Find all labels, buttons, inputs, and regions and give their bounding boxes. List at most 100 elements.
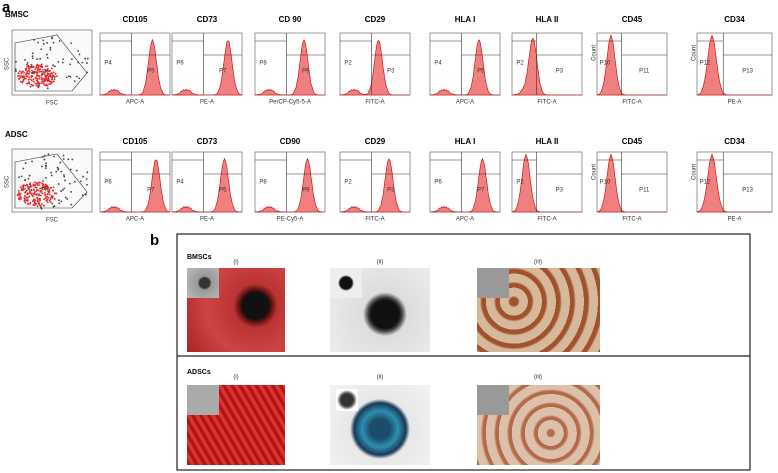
scatter-dot xyxy=(48,193,51,196)
histogram-title: CD29 xyxy=(365,15,386,24)
scatter-dot xyxy=(33,71,35,74)
scatter-dot xyxy=(50,186,52,189)
histogram-y-label: Count xyxy=(592,164,598,180)
scatter-dot xyxy=(28,67,30,70)
histogram-fill xyxy=(511,153,582,213)
row-label: BMSCs xyxy=(187,254,212,261)
scatter-dot xyxy=(28,183,31,186)
histogram-title: CD45 xyxy=(622,15,643,24)
scatter-dot xyxy=(17,72,20,74)
gate-label: P5 xyxy=(219,188,227,194)
histogram-x-label: FITC-A xyxy=(622,217,641,223)
scatter-dot xyxy=(30,79,33,82)
scatter-dot xyxy=(36,71,39,74)
histogram-x-label: PE-A xyxy=(200,100,214,106)
scatter-dot xyxy=(73,80,76,83)
histogram-fill xyxy=(99,38,171,96)
scatter-dot xyxy=(52,195,54,198)
image-label: (iii) xyxy=(534,260,542,266)
scatter-dot xyxy=(19,195,22,198)
scatter-dot xyxy=(27,202,29,205)
image-bmsc-iii xyxy=(477,268,600,352)
scatter-dot xyxy=(38,184,41,186)
scatter-dot xyxy=(36,73,38,76)
gate-label: P10 xyxy=(600,180,611,186)
gate-label: P6 xyxy=(104,180,112,186)
scatter-dot xyxy=(34,186,37,189)
scatter-dot xyxy=(46,195,48,198)
gate-label: P2 xyxy=(516,180,524,186)
scatter-dot xyxy=(46,53,48,56)
scatter-dot xyxy=(33,184,36,187)
scatter-dot xyxy=(51,81,53,84)
gate-label: P12 xyxy=(700,61,711,67)
scatter-dot xyxy=(24,59,26,61)
scatter-dot xyxy=(64,196,67,199)
image-label: (i) xyxy=(233,260,238,266)
row-label: ADSCs xyxy=(187,369,211,376)
row-label: BMSC xyxy=(5,10,29,19)
scatter-dot xyxy=(49,82,52,85)
scatter-dot xyxy=(44,188,47,191)
scatter-dot xyxy=(58,40,61,42)
scatter-dot xyxy=(27,82,30,84)
histogram-title: CD105 xyxy=(123,137,148,146)
scatter-dot xyxy=(42,43,45,45)
scatter-dot xyxy=(40,77,43,80)
scatter-dot xyxy=(39,57,42,60)
histogram-title: HLA II xyxy=(536,15,559,24)
scatter-dot xyxy=(36,200,39,203)
scatter-dot xyxy=(45,176,47,179)
gate-label: P2 xyxy=(344,180,352,186)
scatter-dot xyxy=(46,57,49,59)
scatter-dot xyxy=(20,197,22,200)
scatter-dot xyxy=(59,161,62,164)
histogram-title: CD34 xyxy=(724,137,745,146)
scatter-dot xyxy=(36,77,39,80)
scatter-dot xyxy=(46,201,49,204)
scatter-dot xyxy=(42,183,45,186)
scatter-dot xyxy=(51,197,54,199)
histogram-title: CD105 xyxy=(123,15,148,24)
scatter-dot xyxy=(40,187,43,190)
histogram-x-label: APC-A xyxy=(126,100,144,106)
image-label: (ii) xyxy=(377,260,384,266)
scatter-dot xyxy=(62,58,65,61)
scatter-dot xyxy=(37,41,40,44)
scatter-dot xyxy=(35,66,38,69)
scatter-dot xyxy=(36,69,39,72)
scatter-dot xyxy=(41,192,44,195)
histogram-title: HLA II xyxy=(536,137,559,146)
image-adsc-ii xyxy=(330,385,430,465)
scatter-dot xyxy=(19,193,21,196)
scatter-dot xyxy=(28,186,31,189)
gate-label: P4 xyxy=(434,61,442,67)
scatter-dot xyxy=(57,183,60,185)
gate-label: P4 xyxy=(104,61,112,67)
scatter-dot xyxy=(22,75,25,78)
scatter-dot xyxy=(30,63,33,66)
scatter-dot xyxy=(26,82,28,85)
scatter-dot xyxy=(43,72,46,75)
gate-label: P13 xyxy=(742,188,753,194)
scatter-dot xyxy=(31,55,34,58)
scatter-dot xyxy=(46,184,49,187)
image-adsc-i xyxy=(187,385,285,465)
scatter-dot xyxy=(48,69,50,72)
scatter-dot xyxy=(24,179,26,182)
gate-label: P3 xyxy=(556,188,564,194)
scatter-dot xyxy=(38,202,41,205)
scatter-x-label: FSC xyxy=(46,101,59,107)
scatter-dot xyxy=(23,76,25,79)
scatter-dot xyxy=(39,194,42,197)
scatter-dot xyxy=(54,192,57,195)
scatter-dot xyxy=(45,70,47,73)
scatter-dot xyxy=(41,184,44,187)
scatter-dot xyxy=(30,192,33,195)
scatter-dot xyxy=(86,183,88,186)
scatter-dot xyxy=(26,72,29,75)
scatter-dot xyxy=(39,187,42,190)
scatter-dot xyxy=(43,204,45,207)
scatter-dot xyxy=(33,202,36,205)
